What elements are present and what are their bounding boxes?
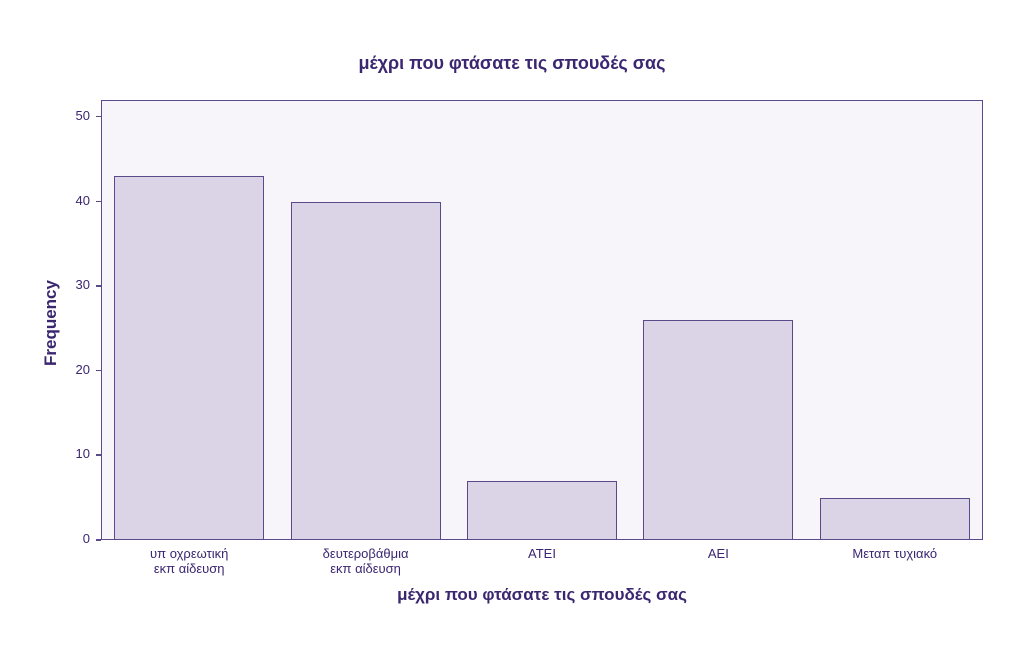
y-tick-mark (96, 116, 101, 118)
chart-container: μέχρι που φτάσατε τις σπουδές σας Freque… (0, 0, 1024, 652)
y-tick-label: 30 (56, 277, 90, 292)
x-tick-label: ΑΤΕΙ (454, 546, 630, 561)
y-tick-label: 50 (56, 108, 90, 123)
y-tick-label: 20 (56, 362, 90, 377)
x-axis-label: μέχρι που φτάσατε τις σπουδές σας (101, 585, 983, 605)
y-tick-label: 0 (56, 531, 90, 546)
chart-title: μέχρι που φτάσατε τις σπουδές σας (0, 53, 1024, 74)
y-tick-label: 10 (56, 446, 90, 461)
y-tick-mark (96, 201, 101, 203)
y-tick-mark (96, 370, 101, 372)
bar (467, 481, 617, 540)
y-axis-label: Frequency (41, 280, 61, 366)
bar (643, 320, 793, 540)
y-tick-mark (96, 539, 101, 541)
bar (291, 202, 441, 540)
bar (114, 176, 264, 540)
y-tick-label: 40 (56, 193, 90, 208)
x-tick-label: Μεταπ τυχιακό (807, 546, 983, 561)
y-tick-mark (96, 454, 101, 456)
x-tick-label: ΑΕΙ (630, 546, 806, 561)
x-tick-label: δευτεροβάθμια εκπ αίδευση (277, 546, 453, 576)
x-tick-label: υπ οχρεωτική εκπ αίδευση (101, 546, 277, 576)
bar (820, 498, 970, 540)
y-tick-mark (96, 285, 101, 287)
